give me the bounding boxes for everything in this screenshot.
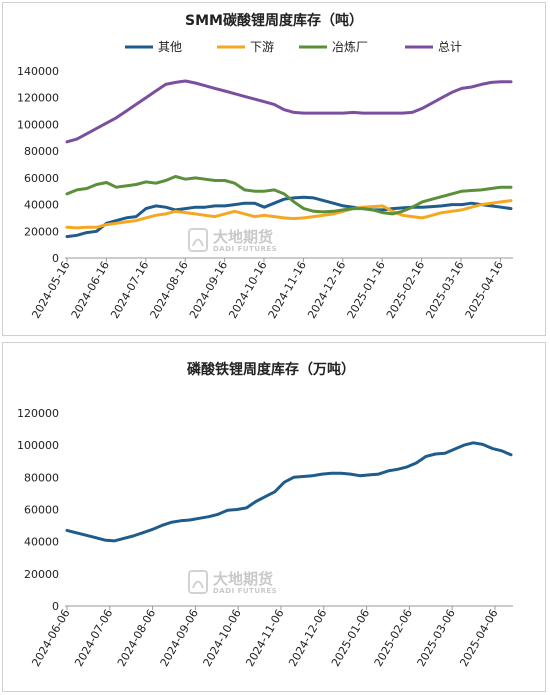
watermark-logo-mark <box>192 580 204 589</box>
legend-label: 下游 <box>250 40 274 54</box>
x-tick-label: 2025-01-06 <box>329 607 372 669</box>
y-tick-label: 100000 <box>17 118 59 131</box>
x-tick-label: 2024-09-16 <box>187 259 230 321</box>
chart-panel-lithium-carbonate: SMM碳酸锂周度库存（吨） 其他 下游 冶炼厂 总计 0 20000 40000 60000… <box>2 2 546 336</box>
y-tick-label: 20000 <box>24 225 59 238</box>
x-tick-label: 2024-06-06 <box>29 607 72 669</box>
x-tick-label: 2025-04-06 <box>457 607 500 669</box>
x-tick-label: 2024-06-16 <box>69 259 112 321</box>
series-line-0 <box>65 441 513 543</box>
watermark-logo-icon <box>188 570 208 594</box>
x-tick-label: 2024-11-06 <box>243 607 286 669</box>
x-tick-label: 2025-02-06 <box>372 607 415 669</box>
x-tick-label: 2025-02-16 <box>384 259 427 321</box>
y-tick-label: 100000 <box>17 439 59 452</box>
watermark-subtext: DADI FUTURES <box>213 245 277 253</box>
y-tick-label: 60000 <box>24 504 59 517</box>
watermark-logo-mark <box>192 238 204 247</box>
y-tick-label: 40000 <box>24 536 59 549</box>
x-tick-label: 2024-07-06 <box>72 607 115 669</box>
legend-label: 总计 <box>438 40 462 54</box>
x-tick-label: 2025-04-16 <box>463 259 506 321</box>
legend-label: 冶炼厂 <box>332 39 368 54</box>
watermark-text: 大地期货 <box>213 570 273 588</box>
y-tick-label: 80000 <box>24 145 59 158</box>
x-tick-label: 2024-08-06 <box>115 607 158 669</box>
y-tick-label: 120000 <box>17 92 59 105</box>
x-tick-label: 2024-07-16 <box>108 259 151 321</box>
y-tick-label: 80000 <box>24 471 59 484</box>
legend-label: 其他 <box>158 40 182 54</box>
x-tick-label: 2024-10-06 <box>201 607 244 669</box>
watermark-logo: 大地期货 DADI FUTURES <box>188 228 277 253</box>
series-lines <box>65 441 513 543</box>
x-tick-label: 2025-03-06 <box>415 607 458 669</box>
y-tick-label: 0 <box>52 252 59 265</box>
series-line-2 <box>65 175 513 216</box>
x-tick-label: 2024-05-16 <box>29 259 72 321</box>
series-lines <box>65 79 513 239</box>
x-tick-label: 2024-09-06 <box>158 607 201 669</box>
watermark-subtext: DADI FUTURES <box>213 587 277 595</box>
y-tick-label: 40000 <box>24 199 59 212</box>
chart-title: 磷酸铁锂周度库存（万吨） <box>187 361 355 378</box>
watermark-logo-icon <box>188 228 208 252</box>
x-tick-label: 2025-01-16 <box>345 259 388 321</box>
y-tick-label: 20000 <box>24 568 59 581</box>
series-line-3 <box>65 79 513 144</box>
y-tick-label: 120000 <box>17 407 59 420</box>
chart-lfp: 磷酸铁锂周度库存（万吨） 0 20000 40000 60000 80000 100000… <box>17 361 513 669</box>
x-tick-label: 2024-10-16 <box>226 259 269 321</box>
x-tick-label: 2024-12-06 <box>286 607 329 669</box>
x-tick-label: 2025-03-16 <box>423 259 466 321</box>
chart-lithium-carbonate: SMM碳酸锂周度库存（吨） 其他 下游 冶炼厂 总计 0 20000 40000 60000… <box>17 12 513 321</box>
y-tick-label: 140000 <box>17 65 59 78</box>
watermark-logo: 大地期货 DADI FUTURES <box>188 570 277 595</box>
legend: 其他 下游 冶炼厂 总计 <box>125 39 462 54</box>
series-line-1 <box>65 199 513 230</box>
chart-title: SMM碳酸锂周度库存（吨） <box>185 12 363 29</box>
chart-panel-lfp: 磷酸铁锂周度库存（万吨） 0 20000 40000 60000 80000 100000… <box>2 342 546 692</box>
x-tick-label: 2024-08-16 <box>148 259 191 321</box>
y-tick-label: 60000 <box>24 172 59 185</box>
x-tick-label: 2024-12-16 <box>305 259 348 321</box>
x-tick-label: 2024-11-16 <box>266 259 309 321</box>
y-tick-label: 0 <box>52 600 59 613</box>
watermark-text: 大地期货 <box>213 228 273 246</box>
